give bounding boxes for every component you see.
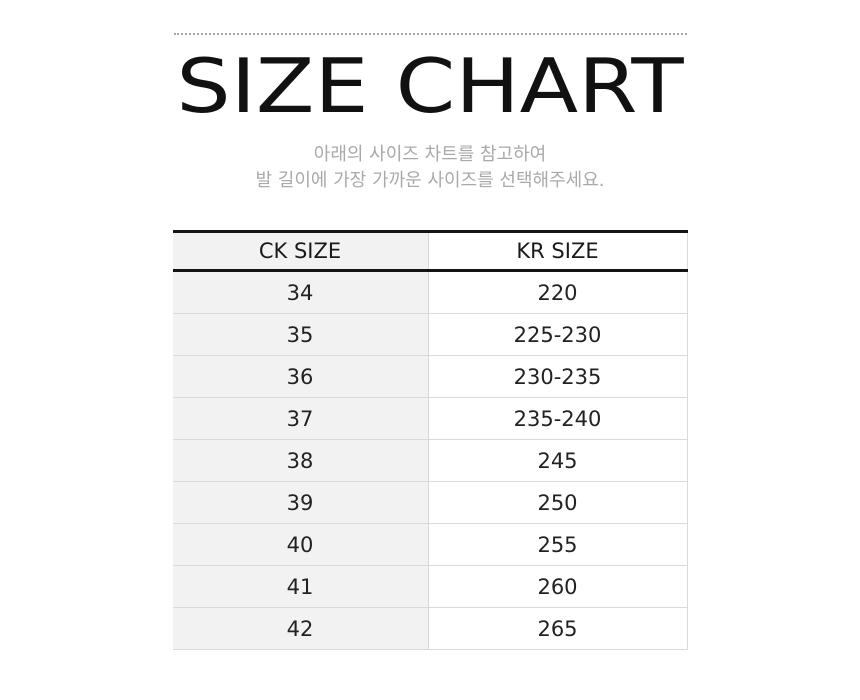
- size-chart-table-body: 34 220 35 225-230 36 230-235 37 235-240 38 245 39 2…: [172, 270, 687, 650]
- kr-size-cell: 220: [428, 270, 687, 314]
- ck-size-cell: 40: [172, 523, 429, 566]
- kr-size-cell: 250: [428, 481, 687, 524]
- ck-size-cell: 41: [172, 565, 429, 608]
- kr-size-cell: 235-240: [428, 397, 687, 440]
- ck-size-cell: 35: [172, 313, 429, 356]
- kr-size-cell: 255: [428, 523, 687, 566]
- kr-size-cell: 225-230: [428, 313, 687, 356]
- ck-size-cell: 38: [172, 439, 429, 482]
- table-row: 36 230-235: [172, 355, 687, 398]
- table-row: 37 235-240: [172, 397, 687, 440]
- ck-size-cell: 42: [172, 607, 429, 650]
- table-row: 41 260: [172, 565, 687, 608]
- table-row: 34 220: [172, 270, 687, 314]
- top-dotted-divider: [173, 33, 687, 35]
- ck-size-cell: 36: [172, 355, 429, 398]
- table-row: 39 250: [172, 481, 687, 524]
- page-title: SIZE CHART: [176, 42, 684, 130]
- ck-size-cell: 34: [172, 270, 429, 314]
- table-row: 40 255: [172, 523, 687, 566]
- kr-size-cell: 265: [428, 607, 687, 650]
- page-subtitle: 아래의 사이즈 차트를 참고하여 발 길이에 가장 가까운 사이즈를 선택해주세…: [0, 142, 860, 194]
- table-row: 35 225-230: [172, 313, 687, 356]
- kr-size-cell: 260: [428, 565, 687, 608]
- kr-size-cell: 230-235: [428, 355, 687, 398]
- size-chart-table: CK SIZE KR SIZE 34 220 35 225-230 36 230-235 3…: [172, 230, 688, 650]
- ck-size-cell: 39: [172, 481, 429, 524]
- table-header-row: CK SIZE KR SIZE: [172, 231, 687, 272]
- column-header-ck-size: CK SIZE: [172, 231, 429, 272]
- column-header-kr-size: KR SIZE: [428, 231, 687, 272]
- ck-size-cell: 37: [172, 397, 429, 440]
- subtitle-line-1: 아래의 사이즈 차트를 참고하여: [313, 144, 547, 165]
- table-row: 38 245: [172, 439, 687, 482]
- table-row: 42 265: [172, 607, 687, 650]
- subtitle-line-2: 발 길이에 가장 가까운 사이즈를 선택해주세요.: [255, 170, 605, 191]
- kr-size-cell: 245: [428, 439, 687, 482]
